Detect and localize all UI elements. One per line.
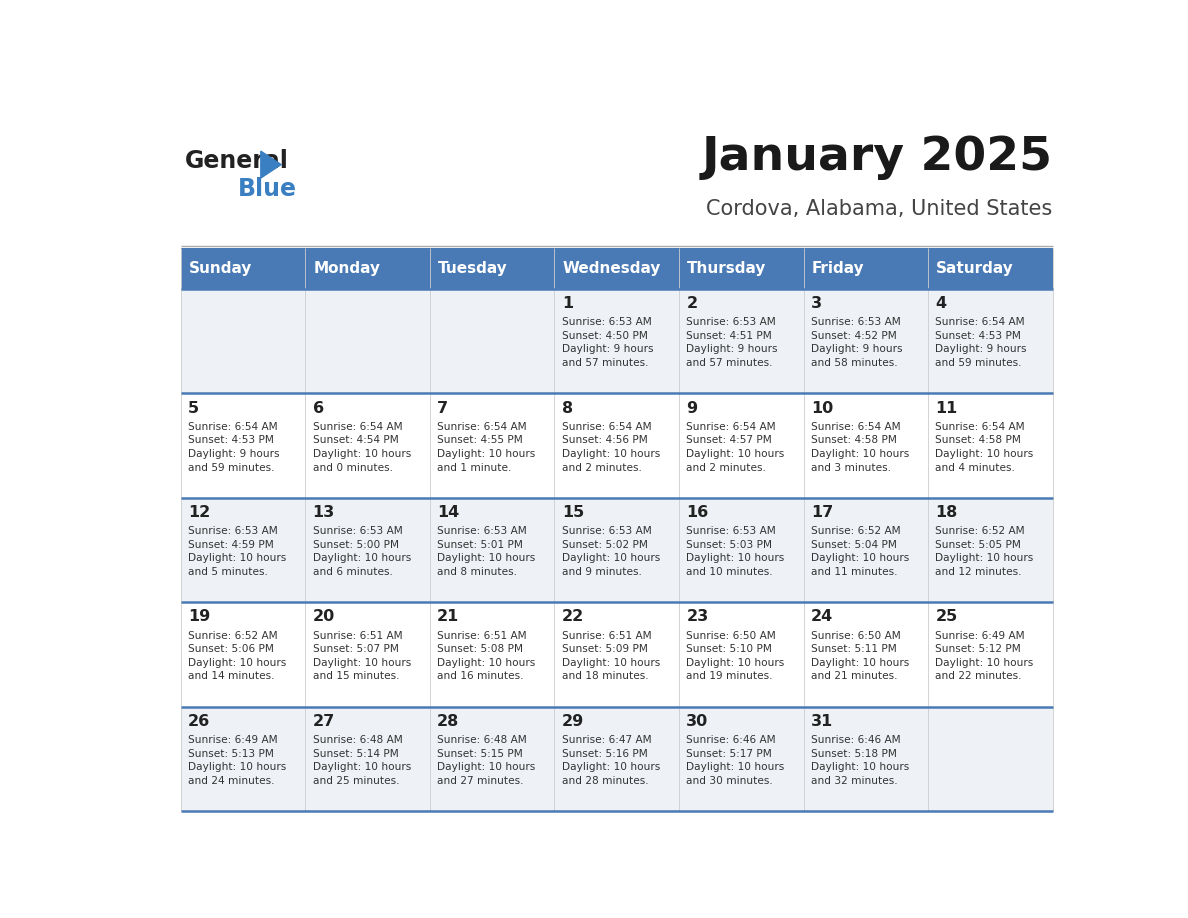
Text: 20: 20 (312, 610, 335, 624)
Polygon shape (261, 151, 282, 178)
Text: 10: 10 (811, 400, 833, 416)
Text: Sunrise: 6:54 AM
Sunset: 4:53 PM
Daylight: 9 hours
and 59 minutes.: Sunrise: 6:54 AM Sunset: 4:53 PM Dayligh… (188, 421, 279, 473)
FancyBboxPatch shape (181, 707, 1053, 812)
Text: Sunrise: 6:53 AM
Sunset: 5:03 PM
Daylight: 10 hours
and 10 minutes.: Sunrise: 6:53 AM Sunset: 5:03 PM Dayligh… (687, 526, 784, 577)
FancyBboxPatch shape (181, 498, 1053, 602)
Text: Sunrise: 6:52 AM
Sunset: 5:04 PM
Daylight: 10 hours
and 11 minutes.: Sunrise: 6:52 AM Sunset: 5:04 PM Dayligh… (811, 526, 909, 577)
Text: 13: 13 (312, 505, 335, 520)
Text: Tuesday: Tuesday (438, 261, 508, 276)
Text: Sunrise: 6:48 AM
Sunset: 5:15 PM
Daylight: 10 hours
and 27 minutes.: Sunrise: 6:48 AM Sunset: 5:15 PM Dayligh… (437, 735, 536, 786)
Text: 24: 24 (811, 610, 833, 624)
Text: Wednesday: Wednesday (563, 261, 661, 276)
Text: 6: 6 (312, 400, 324, 416)
Text: 31: 31 (811, 714, 833, 729)
Text: Sunrise: 6:49 AM
Sunset: 5:13 PM
Daylight: 10 hours
and 24 minutes.: Sunrise: 6:49 AM Sunset: 5:13 PM Dayligh… (188, 735, 286, 786)
Text: Sunrise: 6:54 AM
Sunset: 4:57 PM
Daylight: 10 hours
and 2 minutes.: Sunrise: 6:54 AM Sunset: 4:57 PM Dayligh… (687, 421, 784, 473)
Text: Sunrise: 6:54 AM
Sunset: 4:54 PM
Daylight: 10 hours
and 0 minutes.: Sunrise: 6:54 AM Sunset: 4:54 PM Dayligh… (312, 421, 411, 473)
Text: Sunrise: 6:51 AM
Sunset: 5:08 PM
Daylight: 10 hours
and 16 minutes.: Sunrise: 6:51 AM Sunset: 5:08 PM Dayligh… (437, 631, 536, 681)
Text: Sunrise: 6:48 AM
Sunset: 5:14 PM
Daylight: 10 hours
and 25 minutes.: Sunrise: 6:48 AM Sunset: 5:14 PM Dayligh… (312, 735, 411, 786)
Text: Sunrise: 6:54 AM
Sunset: 4:58 PM
Daylight: 10 hours
and 3 minutes.: Sunrise: 6:54 AM Sunset: 4:58 PM Dayligh… (811, 421, 909, 473)
FancyBboxPatch shape (181, 602, 1053, 707)
Text: Cordova, Alabama, United States: Cordova, Alabama, United States (707, 198, 1053, 218)
Text: Sunrise: 6:53 AM
Sunset: 5:02 PM
Daylight: 10 hours
and 9 minutes.: Sunrise: 6:53 AM Sunset: 5:02 PM Dayligh… (562, 526, 661, 577)
Text: 27: 27 (312, 714, 335, 729)
Text: January 2025: January 2025 (702, 135, 1053, 180)
Text: General: General (185, 149, 289, 173)
Text: Sunrise: 6:53 AM
Sunset: 5:00 PM
Daylight: 10 hours
and 6 minutes.: Sunrise: 6:53 AM Sunset: 5:00 PM Dayligh… (312, 526, 411, 577)
Text: 16: 16 (687, 505, 708, 520)
Text: 1: 1 (562, 297, 573, 311)
Text: Sunrise: 6:54 AM
Sunset: 4:53 PM
Daylight: 9 hours
and 59 minutes.: Sunrise: 6:54 AM Sunset: 4:53 PM Dayligh… (935, 318, 1026, 368)
Text: 3: 3 (811, 297, 822, 311)
Text: 5: 5 (188, 400, 200, 416)
Text: Friday: Friday (811, 261, 865, 276)
Text: Sunrise: 6:54 AM
Sunset: 4:56 PM
Daylight: 10 hours
and 2 minutes.: Sunrise: 6:54 AM Sunset: 4:56 PM Dayligh… (562, 421, 661, 473)
Text: 19: 19 (188, 610, 210, 624)
Text: Saturday: Saturday (936, 261, 1015, 276)
Text: Sunrise: 6:51 AM
Sunset: 5:07 PM
Daylight: 10 hours
and 15 minutes.: Sunrise: 6:51 AM Sunset: 5:07 PM Dayligh… (312, 631, 411, 681)
Text: Sunrise: 6:47 AM
Sunset: 5:16 PM
Daylight: 10 hours
and 28 minutes.: Sunrise: 6:47 AM Sunset: 5:16 PM Dayligh… (562, 735, 661, 786)
Text: Sunrise: 6:53 AM
Sunset: 4:52 PM
Daylight: 9 hours
and 58 minutes.: Sunrise: 6:53 AM Sunset: 4:52 PM Dayligh… (811, 318, 903, 368)
Text: Monday: Monday (314, 261, 380, 276)
Text: Thursday: Thursday (687, 261, 766, 276)
Text: Sunrise: 6:54 AM
Sunset: 4:55 PM
Daylight: 10 hours
and 1 minute.: Sunrise: 6:54 AM Sunset: 4:55 PM Dayligh… (437, 421, 536, 473)
Text: 8: 8 (562, 400, 573, 416)
FancyBboxPatch shape (181, 394, 1053, 498)
Text: 29: 29 (562, 714, 584, 729)
Text: 23: 23 (687, 610, 708, 624)
Text: Blue: Blue (238, 177, 297, 201)
FancyBboxPatch shape (181, 248, 1053, 289)
Text: 2: 2 (687, 297, 697, 311)
Text: 17: 17 (811, 505, 833, 520)
Text: 26: 26 (188, 714, 210, 729)
Text: Sunrise: 6:52 AM
Sunset: 5:06 PM
Daylight: 10 hours
and 14 minutes.: Sunrise: 6:52 AM Sunset: 5:06 PM Dayligh… (188, 631, 286, 681)
Text: Sunrise: 6:46 AM
Sunset: 5:18 PM
Daylight: 10 hours
and 32 minutes.: Sunrise: 6:46 AM Sunset: 5:18 PM Dayligh… (811, 735, 909, 786)
Text: Sunrise: 6:53 AM
Sunset: 4:59 PM
Daylight: 10 hours
and 5 minutes.: Sunrise: 6:53 AM Sunset: 4:59 PM Dayligh… (188, 526, 286, 577)
Text: Sunrise: 6:50 AM
Sunset: 5:11 PM
Daylight: 10 hours
and 21 minutes.: Sunrise: 6:50 AM Sunset: 5:11 PM Dayligh… (811, 631, 909, 681)
Text: Sunrise: 6:53 AM
Sunset: 4:50 PM
Daylight: 9 hours
and 57 minutes.: Sunrise: 6:53 AM Sunset: 4:50 PM Dayligh… (562, 318, 653, 368)
Text: 4: 4 (935, 297, 947, 311)
Text: Sunrise: 6:54 AM
Sunset: 4:58 PM
Daylight: 10 hours
and 4 minutes.: Sunrise: 6:54 AM Sunset: 4:58 PM Dayligh… (935, 421, 1034, 473)
Text: 25: 25 (935, 610, 958, 624)
Text: 18: 18 (935, 505, 958, 520)
Text: 7: 7 (437, 400, 448, 416)
Text: 12: 12 (188, 505, 210, 520)
Text: 9: 9 (687, 400, 697, 416)
Text: Sunrise: 6:49 AM
Sunset: 5:12 PM
Daylight: 10 hours
and 22 minutes.: Sunrise: 6:49 AM Sunset: 5:12 PM Dayligh… (935, 631, 1034, 681)
Text: Sunday: Sunday (189, 261, 252, 276)
Text: Sunrise: 6:51 AM
Sunset: 5:09 PM
Daylight: 10 hours
and 18 minutes.: Sunrise: 6:51 AM Sunset: 5:09 PM Dayligh… (562, 631, 661, 681)
Text: 11: 11 (935, 400, 958, 416)
Text: 22: 22 (562, 610, 584, 624)
Text: Sunrise: 6:53 AM
Sunset: 4:51 PM
Daylight: 9 hours
and 57 minutes.: Sunrise: 6:53 AM Sunset: 4:51 PM Dayligh… (687, 318, 778, 368)
Text: 28: 28 (437, 714, 460, 729)
Text: 14: 14 (437, 505, 460, 520)
FancyBboxPatch shape (181, 289, 1053, 394)
Text: Sunrise: 6:53 AM
Sunset: 5:01 PM
Daylight: 10 hours
and 8 minutes.: Sunrise: 6:53 AM Sunset: 5:01 PM Dayligh… (437, 526, 536, 577)
Text: 30: 30 (687, 714, 708, 729)
Text: Sunrise: 6:52 AM
Sunset: 5:05 PM
Daylight: 10 hours
and 12 minutes.: Sunrise: 6:52 AM Sunset: 5:05 PM Dayligh… (935, 526, 1034, 577)
Text: Sunrise: 6:50 AM
Sunset: 5:10 PM
Daylight: 10 hours
and 19 minutes.: Sunrise: 6:50 AM Sunset: 5:10 PM Dayligh… (687, 631, 784, 681)
Text: 21: 21 (437, 610, 460, 624)
Text: 15: 15 (562, 505, 584, 520)
Text: Sunrise: 6:46 AM
Sunset: 5:17 PM
Daylight: 10 hours
and 30 minutes.: Sunrise: 6:46 AM Sunset: 5:17 PM Dayligh… (687, 735, 784, 786)
